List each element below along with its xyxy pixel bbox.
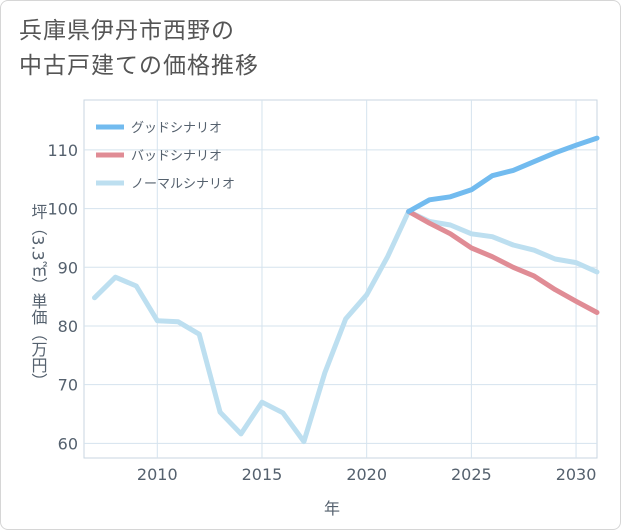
x-tick-label: 2030 [556,465,597,484]
x-tick-label: 2015 [242,465,283,484]
y-tick-label: 100 [47,200,78,219]
y-tick-label: 60 [58,434,78,453]
legend-label: グッドシナリオ [131,121,222,136]
x-axis-title: 年 [324,499,340,518]
chart-title: 兵庫県伊丹市西野の 中古戸建ての価格推移 [19,14,259,84]
y-tick-label: 110 [47,141,78,160]
series-lines [92,135,600,445]
x-tick-label: 2020 [346,465,387,484]
chart-title-line-1: 兵庫県伊丹市西野の [19,18,235,44]
series-line-good [406,135,600,214]
legend-label: バッドシナリオ [131,149,222,164]
x-tick-label: 2025 [451,465,492,484]
legend-label: ノーマルシナリオ [131,177,235,192]
axes: 2010 2015 2020 2025 2030 60 70 80 90 100 110 [47,141,596,484]
grid-lines [83,99,598,459]
series-line-bad [406,209,600,315]
plot-area [83,99,598,459]
x-tick-label: 2010 [137,465,178,484]
y-axis-title: 坪（3.3㎡）単価（万円） [29,203,48,388]
y-tick-label: 80 [58,317,78,336]
y-tick-label: 70 [58,376,78,395]
y-tick-label: 90 [58,258,78,277]
chart-title-line-2: 中古戸建ての価格推移 [19,53,259,79]
series-line-normal [92,209,600,445]
